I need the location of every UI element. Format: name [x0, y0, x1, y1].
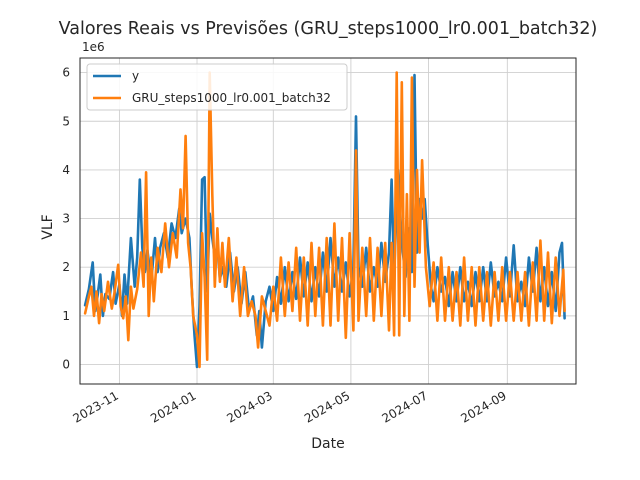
x-axis-label: Date	[311, 436, 344, 452]
y-tick-label: 1	[62, 309, 70, 323]
y-tick-label: 6	[62, 66, 70, 80]
y-axis-offset-label: 1e6	[82, 40, 105, 54]
legend-box	[86, 63, 348, 111]
legend-label-y: y	[132, 69, 139, 83]
y-axis-ticks: 0 1 2 3 4 5 6	[62, 66, 70, 372]
y-tick-label: 2	[62, 260, 70, 274]
legend: y GRU_steps1000_lr0.001_batch32	[86, 63, 348, 111]
y-tick-label: 0	[62, 358, 70, 372]
y-tick-label: 4	[62, 163, 70, 177]
y-tick-label: 5	[62, 114, 70, 128]
series-line-gru	[83, 71, 566, 369]
y-axis-label: VLF	[40, 214, 56, 239]
series-lines	[83, 71, 566, 369]
chart-title: Valores Reais vs Previsões (GRU_steps100…	[59, 19, 598, 39]
plot-frame	[79, 57, 577, 385]
legend-label-gru: GRU_steps1000_lr0.001_batch32	[132, 91, 331, 105]
y-tick-label: 3	[62, 212, 70, 226]
